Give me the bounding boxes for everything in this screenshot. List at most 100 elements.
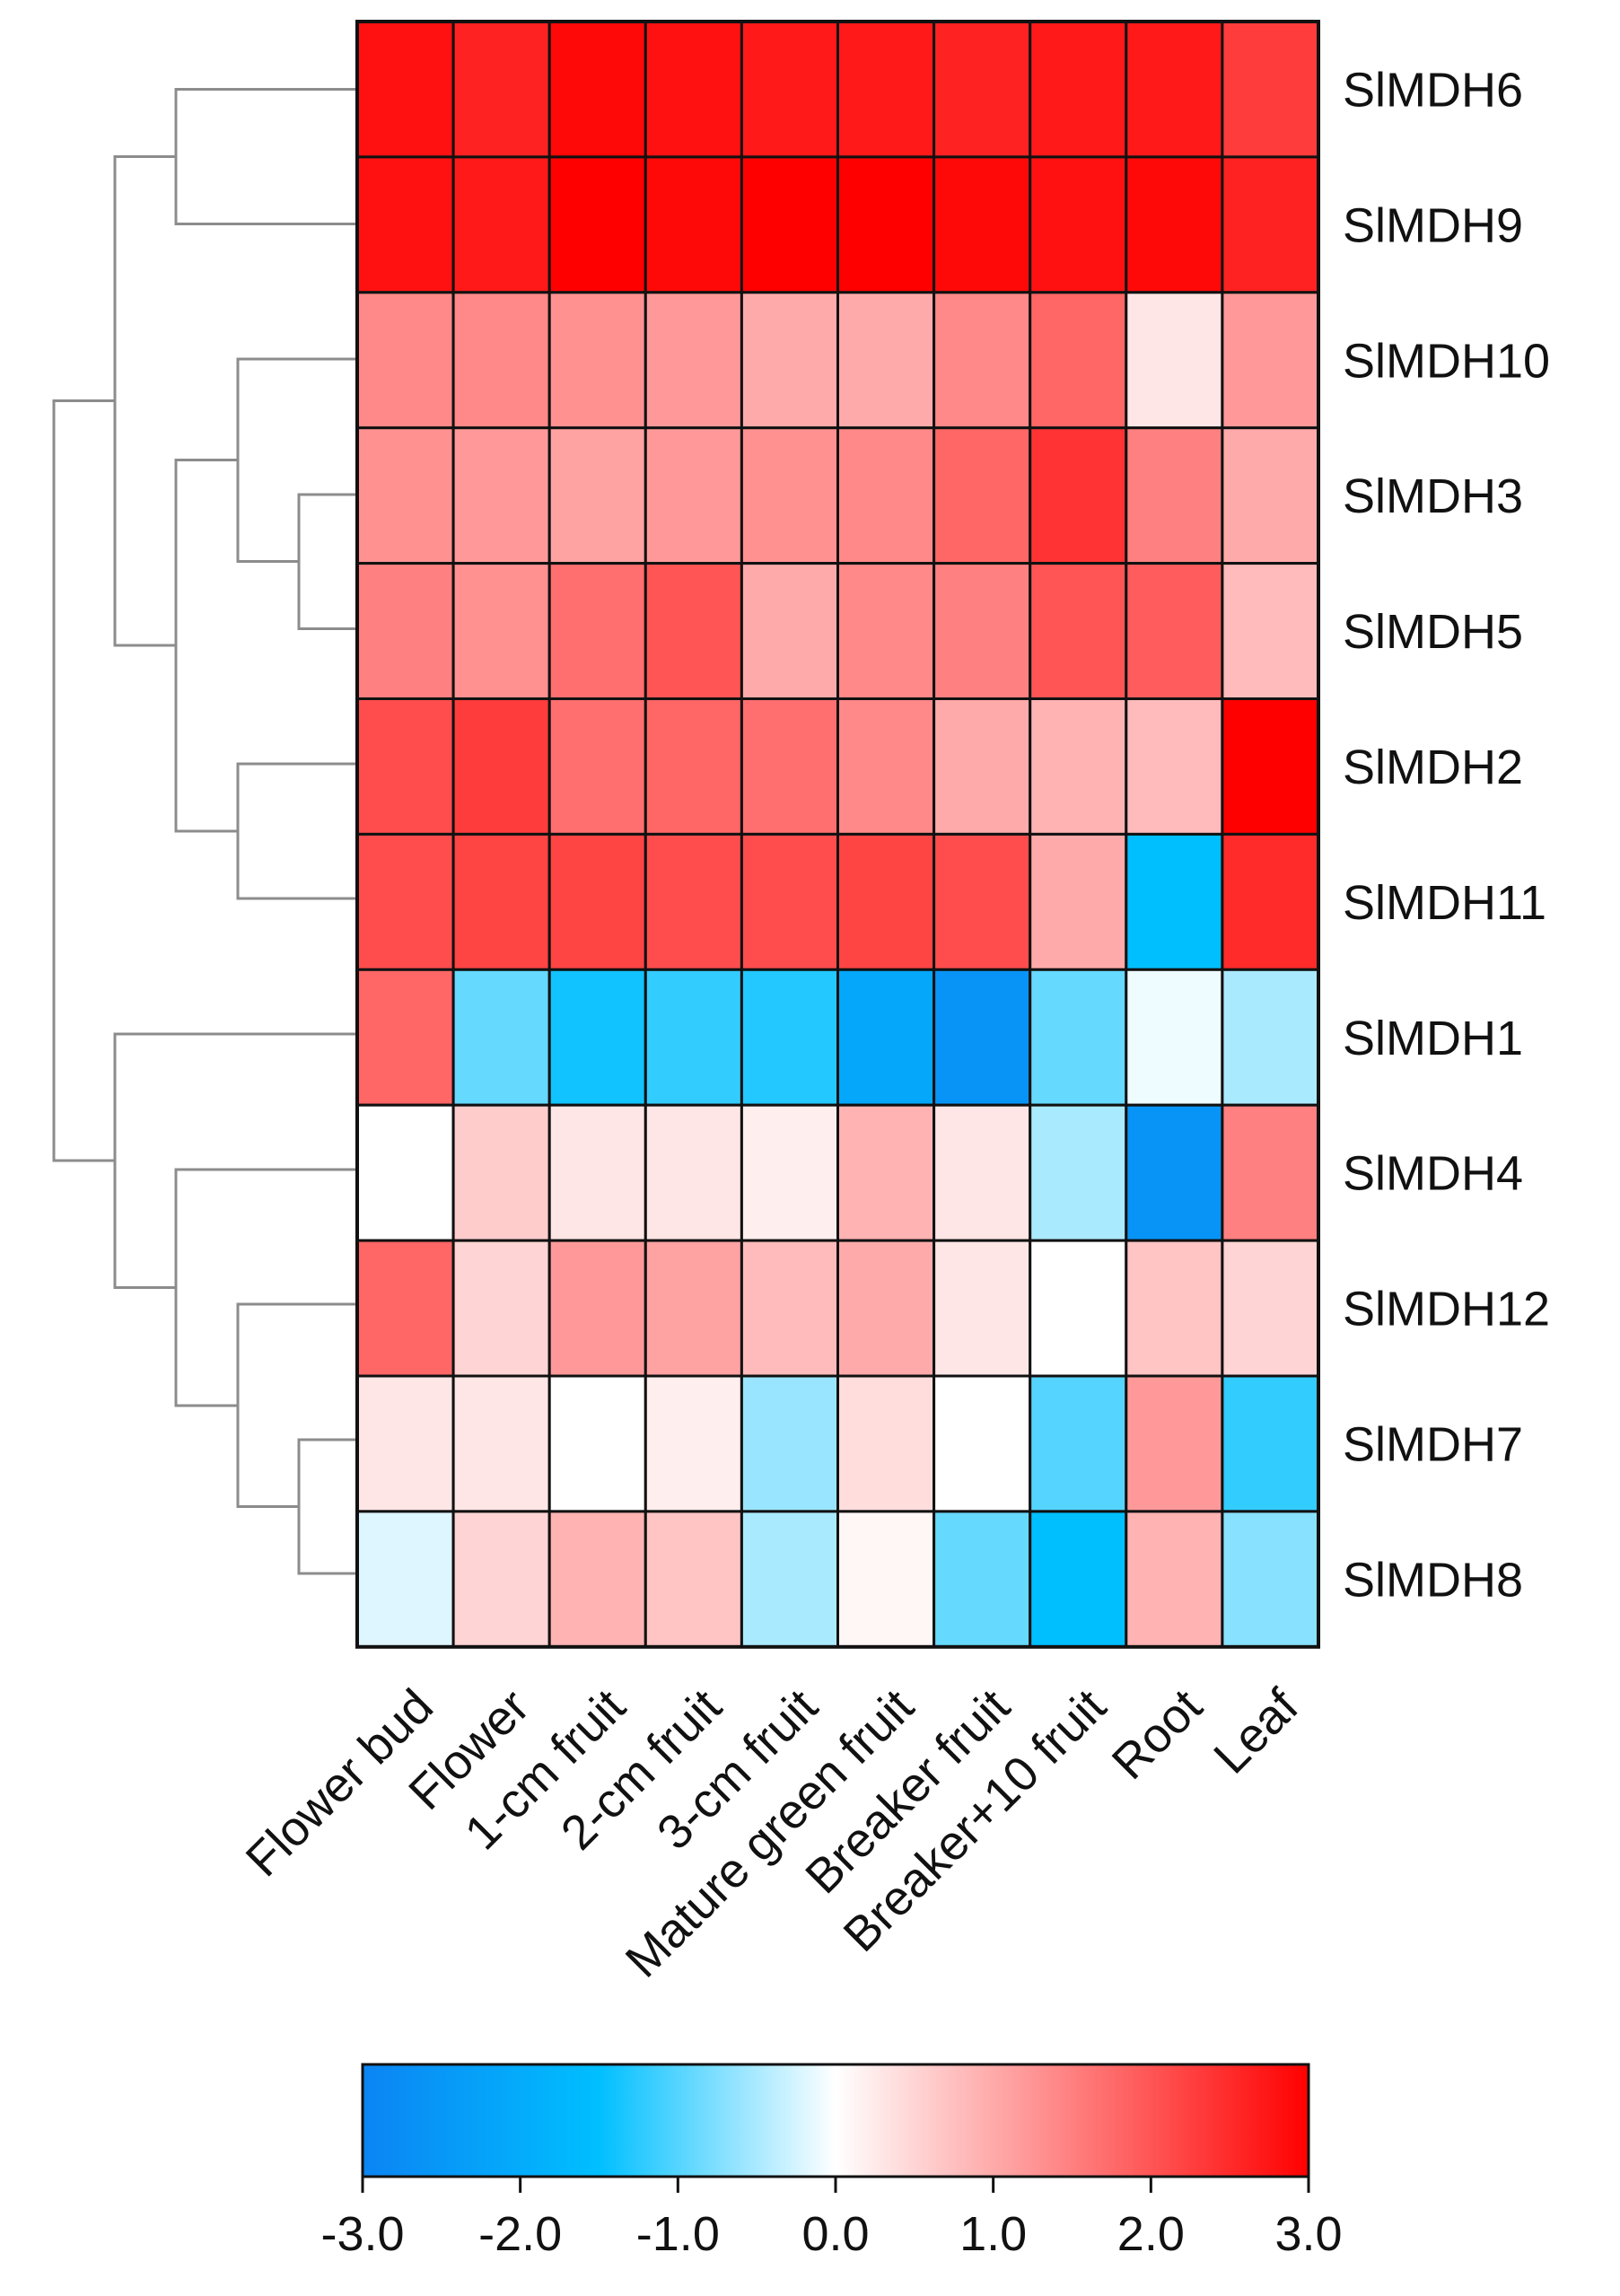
heatmap-cell-SlMDH5-4: [740, 562, 840, 700]
heatmap-cell-SlMDH10-1: [451, 291, 551, 430]
heatmap-cell-SlMDH9-9: [1221, 155, 1320, 294]
heatmap-cell-SlMDH5-9: [1221, 562, 1320, 700]
heatmap-cell-SlMDH9-8: [1125, 155, 1224, 294]
heatmap-cell-SlMDH3-3: [644, 426, 743, 565]
heatmap-cell-SlMDH5-5: [836, 562, 936, 700]
heatmap-cell-SlMDH1-0: [355, 968, 455, 1107]
row-label: SlMDH6: [1343, 63, 1523, 117]
row-label: SlMDH3: [1343, 469, 1523, 523]
heatmap-cell-SlMDH5-2: [547, 562, 647, 700]
heatmap-cell-SlMDH9-5: [836, 155, 936, 294]
heatmap-cell-SlMDH8-6: [933, 1510, 1032, 1649]
heatmap-cell-SlMDH2-9: [1221, 697, 1320, 836]
heatmap-cell-SlMDH3-6: [933, 426, 1032, 565]
heatmap-cell-SlMDH12-6: [933, 1239, 1032, 1378]
heatmap-cell-SlMDH2-0: [355, 697, 455, 836]
heatmap-cell-SlMDH1-7: [1029, 968, 1128, 1107]
colorbar-tick-label: -1.0: [636, 2207, 720, 2261]
heatmap-cell-SlMDH4-1: [451, 1103, 551, 1242]
heatmap-cell-SlMDH8-0: [355, 1510, 455, 1649]
colorbar-tick-label: -2.0: [478, 2207, 562, 2261]
heatmap-cell-SlMDH1-9: [1221, 968, 1320, 1107]
column-label: Root: [1102, 1679, 1213, 1790]
colorbar-tick-label: 1.0: [959, 2207, 1027, 2261]
heatmap-cell-SlMDH3-4: [740, 426, 840, 565]
heatmap-cell-SlMDH3-0: [355, 426, 455, 565]
heatmap-cell-SlMDH8-5: [836, 1510, 936, 1649]
colorbar-tick-label: 3.0: [1274, 2207, 1342, 2261]
heatmap-cell-SlMDH9-6: [933, 155, 1032, 294]
row-label: SlMDH7: [1343, 1417, 1523, 1471]
heatmap-cell-SlMDH11-7: [1029, 832, 1128, 971]
heatmap-cell-SlMDH4-3: [644, 1103, 743, 1242]
heatmap-cell-SlMDH1-1: [451, 968, 551, 1107]
heatmap-cell-SlMDH12-5: [836, 1239, 936, 1378]
heatmap-cell-SlMDH6-7: [1029, 20, 1128, 159]
colorbar-tick-label: 2.0: [1117, 2207, 1185, 2261]
heatmap-cell-SlMDH9-1: [451, 155, 551, 294]
heatmap-cell-SlMDH6-8: [1125, 20, 1224, 159]
heatmap-cell-SlMDH11-9: [1221, 832, 1320, 971]
heatmap-cell-SlMDH10-4: [740, 291, 840, 430]
heatmap-cell-SlMDH1-6: [933, 968, 1032, 1107]
colorbar-tick-label: 0.0: [801, 2207, 869, 2261]
heatmap-cell-SlMDH9-3: [644, 155, 743, 294]
heatmap-cell-SlMDH1-8: [1125, 968, 1224, 1107]
heatmap-cell-SlMDH7-3: [644, 1374, 743, 1513]
heatmap-cell-SlMDH10-8: [1125, 291, 1224, 430]
heatmap-cell-SlMDH12-8: [1125, 1239, 1224, 1378]
heatmap-cell-SlMDH2-6: [933, 697, 1032, 836]
heatmap-cell-SlMDH8-1: [451, 1510, 551, 1649]
heatmap-cell-SlMDH6-4: [740, 20, 840, 159]
heatmap-cell-SlMDH2-1: [451, 697, 551, 836]
row-label: SlMDH8: [1343, 1553, 1523, 1607]
heatmap-cell-SlMDH9-0: [355, 155, 455, 294]
heatmap-cell-SlMDH6-3: [644, 20, 743, 159]
heatmap-cell-SlMDH7-4: [740, 1374, 840, 1513]
heatmap-cell-SlMDH7-0: [355, 1374, 455, 1513]
heatmap-cell-SlMDH12-3: [644, 1239, 743, 1378]
column-label: Leaf: [1204, 1678, 1309, 1783]
heatmap-cell-SlMDH7-6: [933, 1374, 1032, 1513]
heatmap-cell-SlMDH6-0: [355, 20, 455, 159]
heatmap-cell-SlMDH9-2: [547, 155, 647, 294]
heatmap-cell-SlMDH4-7: [1029, 1103, 1128, 1242]
row-dendrogram: [52, 88, 357, 1575]
heatmap-cell-SlMDH5-8: [1125, 562, 1224, 700]
row-label: SlMDH2: [1343, 741, 1523, 794]
heatmap-cell-SlMDH2-4: [740, 697, 840, 836]
heatmap-cell-SlMDH6-2: [547, 20, 647, 159]
heatmap-cell-SlMDH11-2: [547, 832, 647, 971]
heatmap-cell-SlMDH12-2: [547, 1239, 647, 1378]
heatmap-cell-SlMDH8-4: [740, 1510, 840, 1649]
heatmap-cell-SlMDH3-1: [451, 426, 551, 565]
colorbar: -3.0 -2.0 -1.0 0.0 1.0 2.0 3.0: [320, 2063, 1343, 2261]
heatmap-cell-SlMDH7-1: [451, 1374, 551, 1513]
heatmap-cell-SlMDH2-8: [1125, 697, 1224, 836]
row-labels: SlMDH6 SlMDH9 SlMDH10 SlMDH3 SlMDH5 SlMDH2 SlM…: [1343, 63, 1550, 1607]
row-label: SlMDH5: [1343, 605, 1523, 659]
heatmap-cell-SlMDH11-8: [1125, 832, 1224, 971]
heatmap-frame: [355, 20, 1320, 1649]
heatmap-cell-SlMDH3-2: [547, 426, 647, 565]
heatmap-cell-SlMDH10-6: [933, 291, 1032, 430]
heatmap-cell-SlMDH3-8: [1125, 426, 1224, 565]
heatmap-cell-SlMDH11-0: [355, 832, 455, 971]
heatmap-cell-SlMDH10-7: [1029, 291, 1128, 430]
heatmap-cell-SlMDH10-0: [355, 291, 455, 430]
heatmap-cell-SlMDH11-4: [740, 832, 840, 971]
heatmap-cell-SlMDH1-2: [547, 968, 647, 1107]
row-label: SlMDH1: [1343, 1012, 1523, 1065]
heatmap-cell-SlMDH10-5: [836, 291, 936, 430]
heatmap-cell-SlMDH9-4: [740, 155, 840, 294]
heatmap-cell-SlMDH11-3: [644, 832, 743, 971]
row-label: SlMDH10: [1343, 334, 1550, 388]
row-label: SlMDH9: [1343, 198, 1523, 252]
heatmap-cell-SlMDH8-9: [1221, 1510, 1320, 1649]
heatmap-cell-SlMDH10-3: [644, 291, 743, 430]
heatmap-grid: [355, 20, 1320, 1649]
heatmap-cell-SlMDH6-1: [451, 20, 551, 159]
heatmap-cell-SlMDH2-3: [644, 697, 743, 836]
heatmap-cell-SlMDH5-0: [355, 562, 455, 700]
